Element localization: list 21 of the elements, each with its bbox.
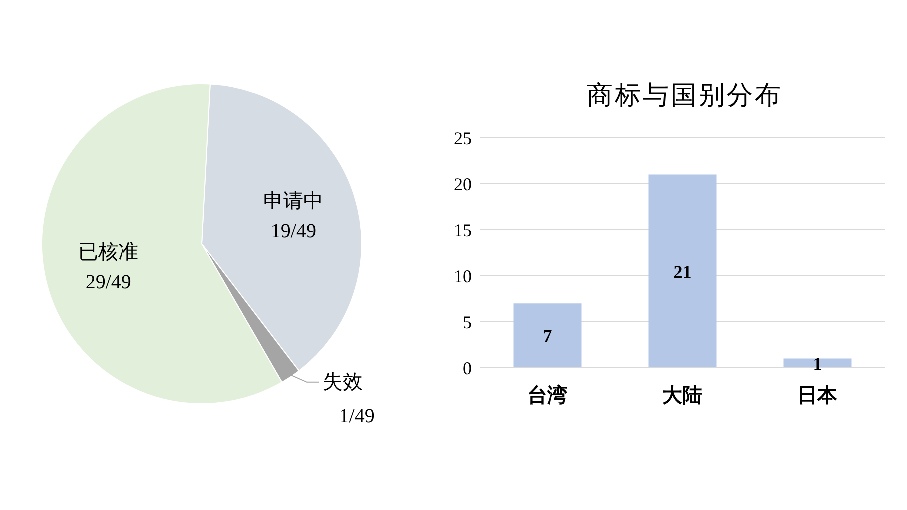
data-label: 29/49 <box>86 271 132 294</box>
slice-label: 申请中 <box>264 190 324 213</box>
bar <box>514 304 582 368</box>
bar <box>648 174 717 368</box>
y-tick-label: 20 <box>454 174 472 194</box>
slice-label: 已核准 <box>78 241 139 264</box>
y-tick-label: 15 <box>454 220 472 240</box>
data-label: 7 <box>543 326 552 346</box>
y-tick-label: 0 <box>463 358 472 378</box>
slice-label: 失效 <box>323 371 364 394</box>
y-tick-label: 5 <box>463 312 472 332</box>
x-tick-label: 大陆 <box>662 385 702 408</box>
chart-title: 商标与国别分布 <box>586 80 784 112</box>
x-tick-label: 台湾 <box>528 384 568 408</box>
x-tick-label: 日本 <box>798 385 838 408</box>
data-label: 1 <box>813 354 822 374</box>
y-tick-label: 25 <box>454 128 472 148</box>
data-label: 19/49 <box>270 220 316 243</box>
data-label: 1/49 <box>339 405 375 428</box>
y-tick-label: 10 <box>454 266 472 286</box>
data-label: 21 <box>674 262 692 282</box>
